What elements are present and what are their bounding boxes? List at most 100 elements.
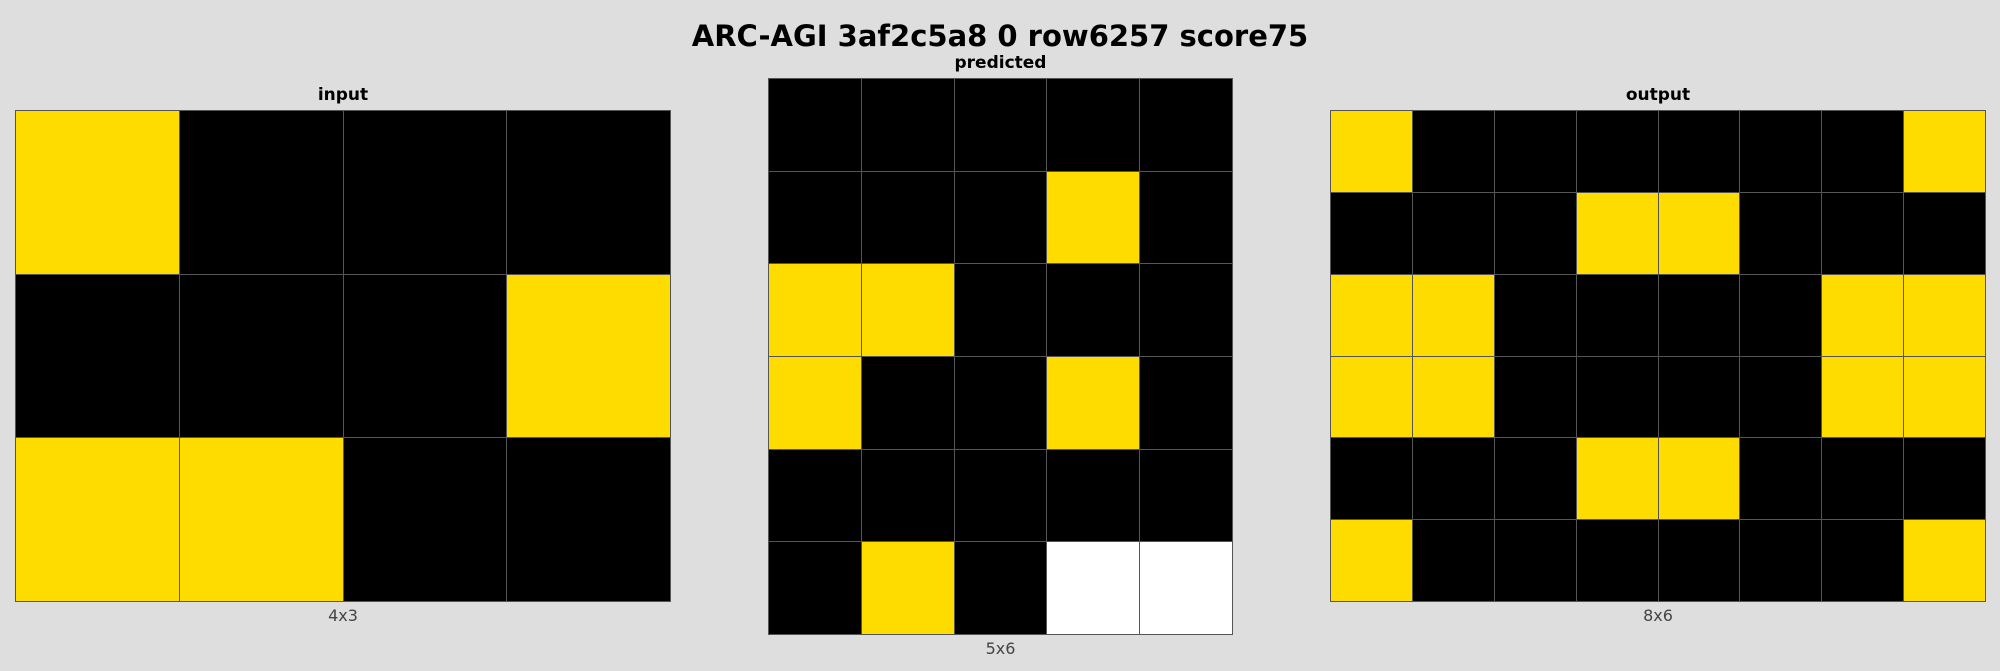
predicted-cell-r5-c0: [769, 542, 861, 634]
input-panel-title: input: [317, 85, 369, 105]
output-cell-r3-c4: [1658, 356, 1740, 438]
predicted-cell-r1-c0: [769, 171, 861, 264]
predicted-cell-r4-c1: [861, 449, 954, 542]
output-cell-r2-c7: [1904, 274, 1985, 356]
output-cell-r3-c1: [1412, 356, 1494, 438]
output-cell-r0-c5: [1740, 111, 1822, 192]
input-cell-r2-c1: [179, 438, 343, 601]
output-cell-r1-c2: [1494, 192, 1576, 274]
output-cell-r0-c0: [1331, 111, 1412, 192]
input-cell-r2-c3: [507, 438, 670, 601]
predicted-cell-r2-c4: [1140, 264, 1232, 356]
input-cell-r2-c2: [343, 438, 507, 601]
output-cell-r2-c3: [1576, 274, 1658, 356]
output-cell-r2-c0: [1331, 274, 1412, 356]
predicted-cell-r4-c3: [1047, 449, 1140, 542]
output-cell-r4-c0: [1331, 438, 1412, 520]
output-cell-r0-c1: [1412, 111, 1494, 192]
predicted-cell-r0-c4: [1140, 79, 1232, 171]
output-panel-title: output: [1625, 85, 1691, 105]
output-cell-r0-c3: [1576, 111, 1658, 192]
predicted-cell-r3-c3: [1047, 356, 1140, 449]
output-cell-r1-c3: [1576, 192, 1658, 274]
output-cell-r5-c0: [1331, 520, 1412, 601]
output-cell-r5-c5: [1740, 520, 1822, 601]
output-cell-r1-c7: [1904, 192, 1985, 274]
output-cell-r2-c5: [1740, 274, 1822, 356]
predicted-cell-r4-c4: [1140, 449, 1232, 542]
predicted-cell-r1-c4: [1140, 171, 1232, 264]
predicted-cell-r4-c0: [769, 449, 861, 542]
output-cell-r5-c6: [1822, 520, 1904, 601]
output-cell-r1-c0: [1331, 192, 1412, 274]
predicted-cell-r1-c3: [1047, 171, 1140, 264]
output-cell-r5-c2: [1494, 520, 1576, 601]
output-cell-r0-c7: [1904, 111, 1985, 192]
predicted-cell-r5-c3: [1047, 542, 1140, 634]
output-panel-caption: 8x6: [1643, 606, 1673, 625]
input-cell-r0-c1: [179, 111, 343, 274]
output-cell-r2-c1: [1412, 274, 1494, 356]
predicted-panel-caption: 5x6: [985, 639, 1016, 658]
predicted-cell-r2-c1: [861, 264, 954, 356]
input-panel-caption: 4x3: [328, 606, 358, 625]
predicted-cell-r3-c4: [1140, 356, 1232, 449]
output-cell-r3-c0: [1331, 356, 1412, 438]
input-cell-r1-c1: [179, 274, 343, 438]
output-cell-r2-c6: [1822, 274, 1904, 356]
input-cell-r0-c3: [507, 111, 670, 274]
predicted-cell-r0-c0: [769, 79, 861, 171]
input-cell-r1-c3: [507, 274, 670, 438]
input-cell-r1-c0: [16, 274, 179, 438]
predicted-cell-r5-c1: [861, 542, 954, 634]
predicted-cell-r5-c4: [1140, 542, 1232, 634]
input-cell-r0-c2: [343, 111, 507, 274]
predicted-cell-r2-c2: [954, 264, 1047, 356]
predicted-cell-r0-c3: [1047, 79, 1140, 171]
input-grid: [15, 110, 671, 602]
predicted-panel-title: predicted: [954, 53, 1047, 73]
predicted-cell-r3-c1: [861, 356, 954, 449]
predicted-cell-r0-c1: [861, 79, 954, 171]
output-grid: [1330, 110, 1986, 602]
predicted-cell-r3-c0: [769, 356, 861, 449]
output-cell-r3-c5: [1740, 356, 1822, 438]
output-cell-r4-c2: [1494, 438, 1576, 520]
output-cell-r3-c7: [1904, 356, 1985, 438]
output-cell-r3-c2: [1494, 356, 1576, 438]
output-cell-r0-c4: [1658, 111, 1740, 192]
output-cell-r5-c3: [1576, 520, 1658, 601]
predicted-cell-r4-c2: [954, 449, 1047, 542]
output-cell-r0-c6: [1822, 111, 1904, 192]
output-cell-r4-c5: [1740, 438, 1822, 520]
output-cell-r4-c7: [1904, 438, 1985, 520]
predicted-cell-r3-c2: [954, 356, 1047, 449]
output-cell-r3-c3: [1576, 356, 1658, 438]
output-cell-r5-c7: [1904, 520, 1985, 601]
output-cell-r1-c1: [1412, 192, 1494, 274]
output-cell-r2-c4: [1658, 274, 1740, 356]
input-cell-r1-c2: [343, 274, 507, 438]
input-cell-r2-c0: [16, 438, 179, 601]
predicted-cell-r1-c1: [861, 171, 954, 264]
output-cell-r4-c1: [1412, 438, 1494, 520]
predicted-cell-r2-c3: [1047, 264, 1140, 356]
output-cell-r4-c3: [1576, 438, 1658, 520]
output-cell-r4-c6: [1822, 438, 1904, 520]
output-cell-r1-c4: [1658, 192, 1740, 274]
output-cell-r5-c1: [1412, 520, 1494, 601]
output-cell-r0-c2: [1494, 111, 1576, 192]
output-cell-r5-c4: [1658, 520, 1740, 601]
predicted-cell-r5-c2: [954, 542, 1047, 634]
output-cell-r2-c2: [1494, 274, 1576, 356]
output-cell-r1-c5: [1740, 192, 1822, 274]
output-cell-r3-c6: [1822, 356, 1904, 438]
predicted-cell-r0-c2: [954, 79, 1047, 171]
output-cell-r1-c6: [1822, 192, 1904, 274]
predicted-cell-r2-c0: [769, 264, 861, 356]
input-cell-r0-c0: [16, 111, 179, 274]
predicted-grid: [768, 78, 1233, 635]
figure-title: ARC-AGI 3af2c5a8 0 row6257 score75: [691, 19, 1309, 53]
predicted-cell-r1-c2: [954, 171, 1047, 264]
